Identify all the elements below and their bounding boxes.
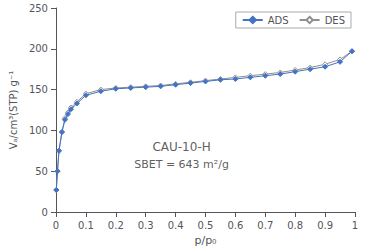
svg-text:0.9: 0.9 xyxy=(317,220,333,231)
svg-text:CAU-10-H: CAU-10-H xyxy=(152,140,210,154)
svg-text:0.1: 0.1 xyxy=(78,220,94,231)
svg-text:0.4: 0.4 xyxy=(168,220,184,231)
svg-text:0.6: 0.6 xyxy=(227,220,243,231)
svg-text:ADS: ADS xyxy=(268,15,289,26)
svg-text:0.2: 0.2 xyxy=(108,220,124,231)
svg-text:0: 0 xyxy=(53,220,59,231)
svg-text:0.7: 0.7 xyxy=(257,220,273,231)
svg-text:0: 0 xyxy=(42,207,48,218)
svg-text:DES: DES xyxy=(325,15,345,26)
svg-text:200: 200 xyxy=(29,43,48,54)
svg-text:p/p₀: p/p₀ xyxy=(194,234,217,247)
svg-text:Vₐ/cm³(STP) g⁻¹: Vₐ/cm³(STP) g⁻¹ xyxy=(8,71,19,149)
svg-text:0.8: 0.8 xyxy=(287,220,303,231)
svg-text:100: 100 xyxy=(29,125,48,136)
svg-text:50: 50 xyxy=(35,166,48,177)
svg-text:250: 250 xyxy=(29,3,48,14)
svg-text:150: 150 xyxy=(29,84,48,95)
svg-text:0.3: 0.3 xyxy=(138,220,154,231)
svg-text:SBET = 643 m²/g: SBET = 643 m²/g xyxy=(134,158,229,171)
svg-text:0.5: 0.5 xyxy=(198,220,214,231)
svg-text:1: 1 xyxy=(352,220,358,231)
